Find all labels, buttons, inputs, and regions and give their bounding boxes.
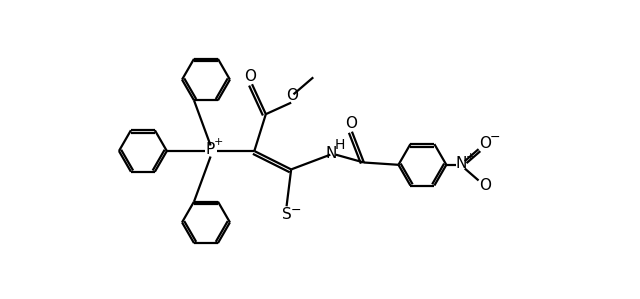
Text: −: − bbox=[490, 131, 500, 144]
Text: O: O bbox=[479, 179, 491, 193]
Text: O: O bbox=[345, 116, 357, 131]
Text: P: P bbox=[205, 142, 214, 157]
Text: N: N bbox=[325, 146, 337, 161]
Text: +: + bbox=[465, 152, 475, 161]
Text: S: S bbox=[282, 207, 291, 222]
Text: H: H bbox=[335, 138, 345, 152]
Text: N: N bbox=[456, 156, 467, 171]
Text: O: O bbox=[244, 69, 256, 84]
Text: O: O bbox=[286, 88, 298, 103]
Text: O: O bbox=[479, 136, 491, 151]
Text: +: + bbox=[214, 137, 223, 147]
Text: −: − bbox=[291, 204, 301, 217]
